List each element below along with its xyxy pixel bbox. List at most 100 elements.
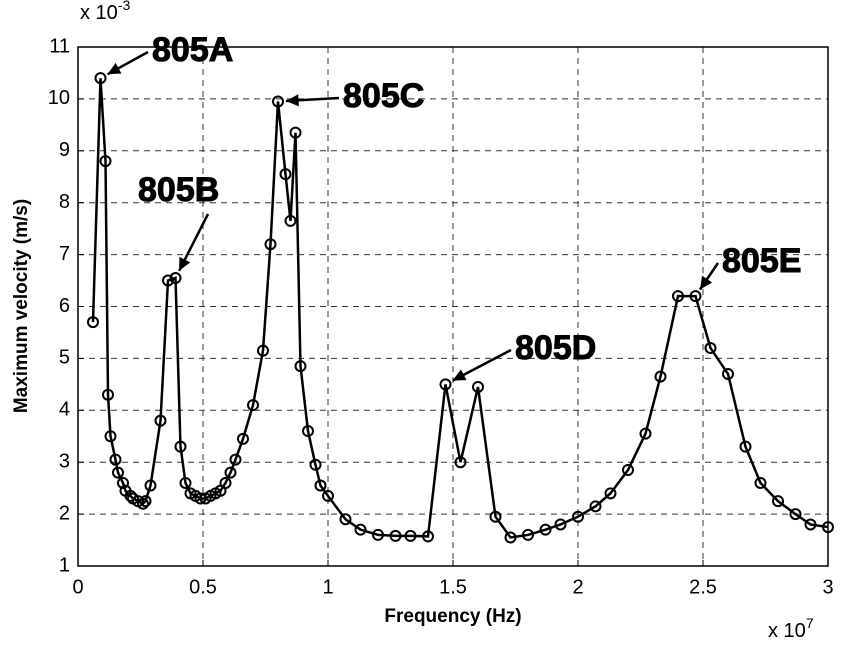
y-axis-label: Maximum velocity (m/s) [11, 199, 32, 413]
arrow-head [179, 256, 191, 271]
y-tick-label: 6 [59, 295, 70, 317]
x-multiplier-exponent: 7 [806, 615, 814, 631]
data-point [314, 479, 327, 492]
data-point [99, 155, 112, 168]
data-point [224, 466, 237, 479]
data-point [472, 380, 484, 393]
annotation: 805C [343, 77, 424, 115]
data-point [109, 453, 122, 466]
data-point [102, 388, 114, 401]
y-tick-label: 7 [59, 243, 70, 265]
data-point [789, 508, 802, 521]
data-point [229, 453, 242, 466]
data-point [112, 466, 124, 479]
arrow-head [452, 369, 467, 381]
x-tick-label: 3 [822, 576, 833, 598]
data-point [104, 430, 117, 443]
data-point [144, 479, 157, 492]
data-point [87, 316, 99, 329]
data-point [139, 495, 152, 508]
data-point [639, 427, 652, 440]
x-tick-label: 0.5 [189, 576, 217, 598]
x-tick-label: 1 [322, 576, 333, 598]
data-point [162, 274, 174, 287]
data-point [522, 528, 534, 541]
y-tick-label: 4 [59, 399, 70, 421]
data-point [264, 238, 277, 251]
data-point [302, 425, 314, 438]
data-point [247, 399, 259, 412]
data-point [169, 271, 182, 284]
data-point [284, 214, 297, 227]
data-point [822, 521, 834, 534]
data-point [772, 495, 784, 508]
annotation: 805D [515, 329, 596, 367]
data-point [154, 414, 167, 427]
arrow-head [699, 275, 713, 290]
y-tick-label: 3 [59, 450, 70, 472]
data-point [439, 378, 452, 391]
data-point [94, 72, 107, 85]
data-point [289, 126, 302, 139]
data-point [804, 518, 817, 531]
x-axis-label: Frequency (Hz) [384, 606, 521, 627]
annotation: 805B [138, 171, 219, 209]
y-multiplier: x 10-3 [80, 0, 130, 24]
data-point [739, 440, 752, 453]
x-tick-label: 2.5 [689, 576, 717, 598]
data-point [722, 367, 734, 380]
y-tick-label: 2 [59, 502, 70, 524]
y-tick-label: 8 [59, 191, 70, 213]
y-multiplier-base: x 10 [80, 2, 118, 24]
data-point [309, 458, 322, 471]
y-tick-label: 9 [59, 139, 70, 161]
data-point [704, 342, 717, 355]
arrow-head [285, 94, 299, 107]
arrow-head [107, 62, 122, 75]
data-point [572, 510, 584, 523]
y-multiplier-exponent: -3 [118, 0, 131, 13]
x-tick-label: 1.5 [439, 576, 467, 598]
data-point [454, 456, 467, 469]
y-tick-label: 10 [48, 87, 70, 109]
data-point [117, 476, 129, 489]
data-point [354, 523, 367, 536]
y-tick-label: 5 [59, 347, 70, 369]
data-point [689, 290, 702, 303]
data-point [404, 529, 417, 542]
data-point [294, 360, 307, 373]
data-point [754, 476, 767, 489]
data-point [272, 95, 284, 108]
data-point [219, 476, 232, 489]
x-tick-label: 2 [572, 576, 583, 598]
x-tick-label: 0 [72, 576, 83, 598]
plot-frame [77, 46, 829, 567]
data-point [237, 432, 249, 445]
y-tick-label: 1 [59, 554, 70, 576]
annotation: 805A [152, 31, 233, 69]
data-point [137, 497, 149, 510]
data-point [504, 531, 517, 544]
annotation: 805E [722, 242, 801, 280]
data-point [339, 513, 352, 526]
data-point [539, 523, 552, 536]
y-tick-label: 11 [49, 35, 70, 57]
data-point [604, 487, 617, 500]
data-point [389, 529, 402, 542]
data-point [554, 518, 567, 531]
data-point [589, 500, 602, 513]
data-point [322, 489, 334, 502]
data-point [622, 463, 634, 476]
data-point [174, 440, 187, 453]
data-point [372, 528, 384, 541]
data-point [422, 530, 434, 543]
data-point [672, 290, 684, 303]
x-multiplier: x 107 [768, 615, 814, 643]
data-point [654, 370, 667, 383]
data-point [179, 476, 192, 489]
data-point [257, 344, 269, 357]
x-multiplier-base: x 10 [768, 620, 806, 642]
data-point [489, 510, 502, 523]
data-point [279, 168, 292, 181]
